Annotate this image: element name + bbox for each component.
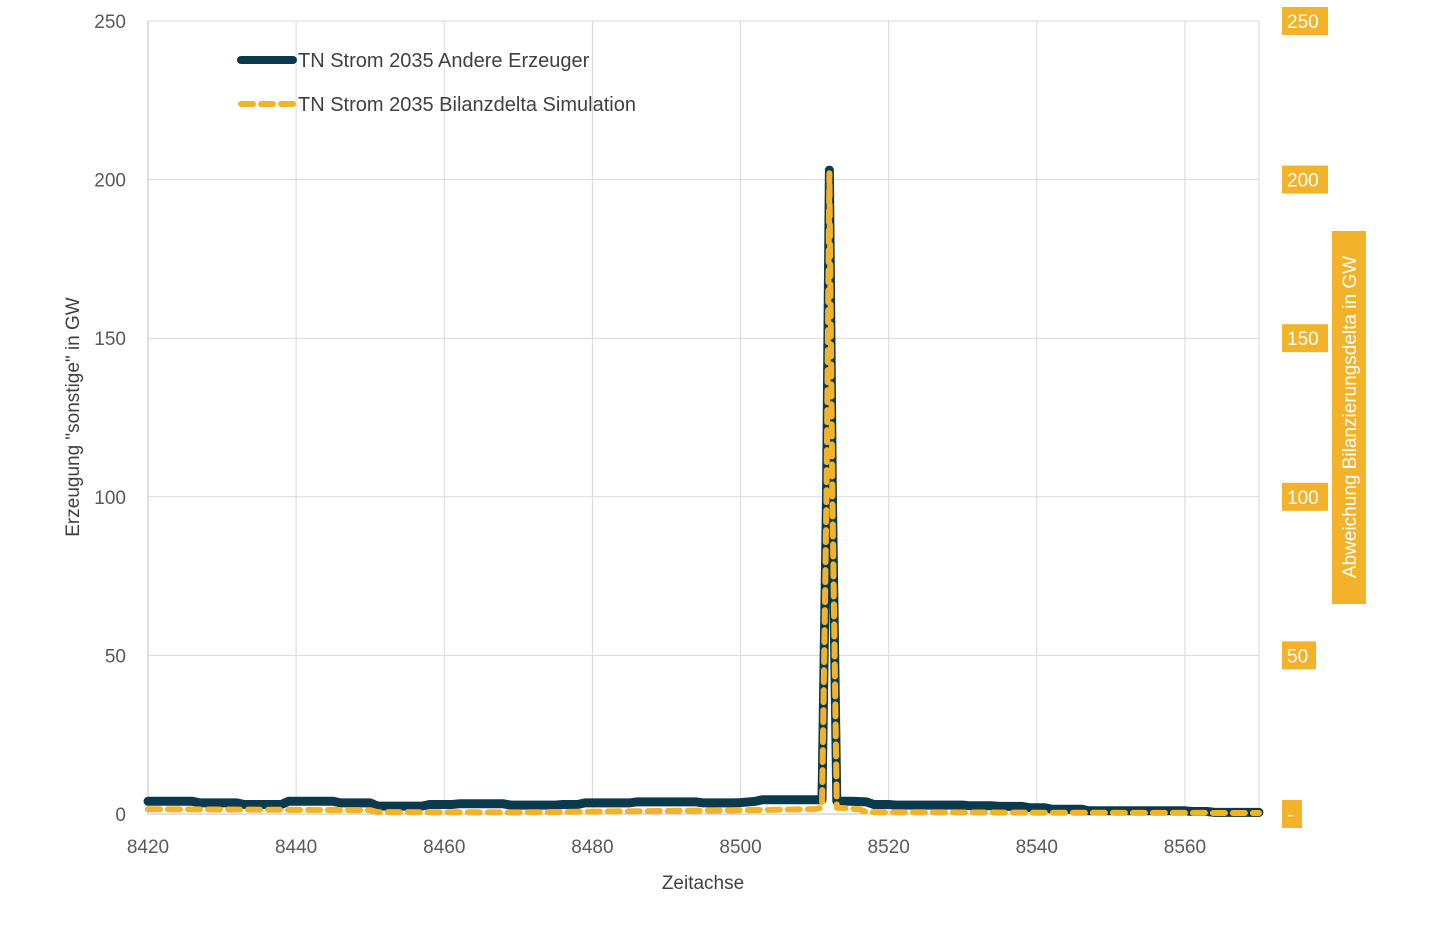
y-tick-label: 0 [115,805,126,826]
grid [147,20,1260,815]
right-tick-label: 200 [1287,171,1319,192]
x-axis-ticks: 8420 8440 8460 8480 8500 8520 8540 8560 [127,837,1206,858]
right-tick-label: 250 [1287,12,1319,33]
right-tick-background [1282,324,1328,353]
right-tick-label: 150 [1287,329,1319,350]
x-tick-label: 8560 [1164,837,1206,858]
right-tick-background [1282,482,1328,511]
y-tick-label: 100 [94,488,126,509]
right-tick: 250 [1282,7,1328,35]
right-tick-label: 50 [1287,646,1308,667]
legend: TN Strom 2035 Andere Erzeuger TN Strom 2… [237,50,636,116]
right-tick: 150 [1282,324,1328,353]
right-tick: 200 [1282,165,1328,194]
x-tick-label: 8500 [719,837,761,858]
right-tick: - [1282,800,1302,828]
series-line-1 [143,165,1264,817]
y-axis-ticks: 0 50 100 150 200 250 [94,12,126,826]
x-tick-label: 8480 [571,837,613,858]
x-tick-label: 8440 [275,837,317,858]
x-tick-label: 8540 [1016,837,1058,858]
y-tick-label: 150 [94,329,126,350]
legend-label-series-1: TN Strom 2035 Andere Erzeuger [298,50,590,72]
y-tick-label: 50 [105,646,126,667]
series-lines [143,165,1264,817]
right-tick-background [1282,7,1328,35]
legend-label-series-2: TN Strom 2035 Bilanzdelta Simulation [298,94,636,116]
right-tick-label: 100 [1287,488,1319,509]
y-axis-title: Erzeugung "sonstige" in GW [63,297,84,537]
right-tick: 50 [1282,641,1316,670]
right-axis-title-background [1332,231,1366,604]
y-tick-label: 200 [94,171,126,192]
right-tick-background [1282,165,1328,194]
x-axis-title: Zeitachse [662,873,744,894]
right-tick-background [1282,800,1302,828]
x-tick-label: 8460 [423,837,465,858]
x-tick-label: 8520 [868,837,910,858]
y-tick-label: 250 [94,12,126,33]
right-tick-background [1282,641,1316,670]
right-tick-label: - [1287,805,1293,826]
right-tick: 100 [1282,482,1328,511]
right-axis-title: Abweichung Bilanzierungsdelta in GW [1332,231,1366,604]
right-axis-title-text: Abweichung Bilanzierungsdelta in GW [1340,256,1361,578]
series-line-2 [145,170,1262,816]
right-axis-ticks: - 50 100 150 200 250 [1282,7,1328,828]
x-tick-label: 8420 [127,837,169,858]
